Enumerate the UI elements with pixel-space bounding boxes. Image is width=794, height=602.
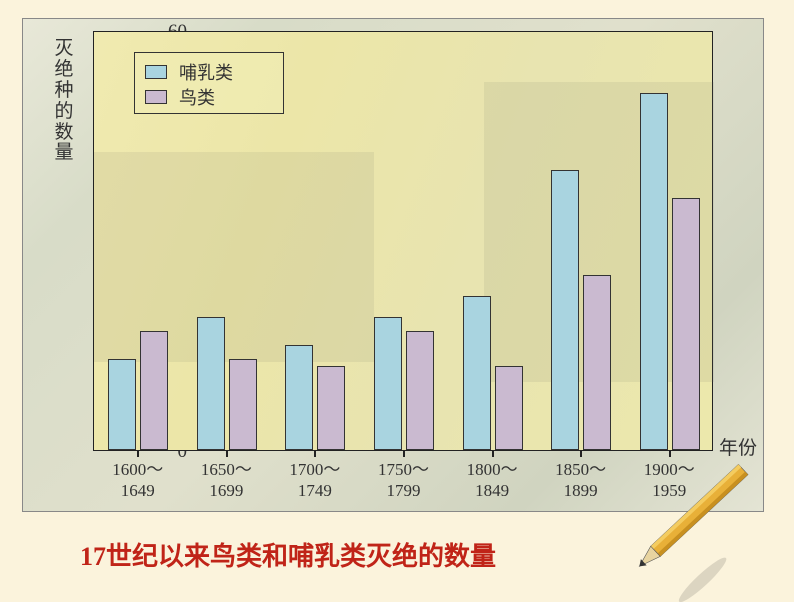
legend-label-mammals: 哺乳类 <box>179 59 233 85</box>
x-tick-label: 1850～1899 <box>538 459 623 502</box>
x-tick-mark <box>403 450 405 457</box>
x-axis-label-text: 年份 <box>719 438 757 459</box>
y-axis-label-text: 灭绝种的数量 <box>54 38 73 163</box>
bar-birds <box>583 275 611 450</box>
bar-birds <box>495 366 523 450</box>
x-tick-label: 1750～1799 <box>361 459 446 502</box>
y-axis-label: 灭绝种的数量 <box>53 39 75 164</box>
x-tick-label: 1600～1649 <box>95 459 180 502</box>
bar-birds <box>140 331 168 450</box>
caption: 17世纪以来鸟类和哺乳类灭绝的数量 <box>80 536 496 573</box>
caption-text: 17世纪以来鸟类和哺乳类灭绝的数量 <box>80 542 496 571</box>
bar-birds <box>406 331 434 450</box>
legend-label-birds: 鸟类 <box>179 84 215 110</box>
bar-mammals <box>551 170 579 450</box>
x-tick-mark <box>580 450 582 457</box>
chart-container: 灭绝种的数量 0102030405060 哺乳类 鸟类 年份 1600～1649… <box>22 18 764 512</box>
bar-birds <box>229 359 257 450</box>
bar-birds <box>317 366 345 450</box>
plot-area: 哺乳类 鸟类 <box>93 31 713 451</box>
x-tick-label: 1800～1849 <box>450 459 535 502</box>
x-tick-mark <box>492 450 494 457</box>
bar-mammals <box>374 317 402 450</box>
bar-mammals <box>285 345 313 450</box>
legend: 哺乳类 鸟类 <box>134 52 284 114</box>
legend-swatch-birds <box>145 90 167 104</box>
bar-mammals <box>463 296 491 450</box>
x-tick-label: 1650～1699 <box>184 459 269 502</box>
bar-mammals <box>108 359 136 450</box>
x-tick-label: 1700～1749 <box>272 459 357 502</box>
x-axis-label: 年份 <box>719 433 757 460</box>
x-tick-mark <box>314 450 316 457</box>
bar-mammals <box>197 317 225 450</box>
x-tick-mark <box>226 450 228 457</box>
x-tick-mark <box>669 450 671 457</box>
x-tick-mark <box>137 450 139 457</box>
bar-mammals <box>640 93 668 450</box>
x-tick-label: 1900～1959 <box>627 459 712 502</box>
legend-item-mammals: 哺乳类 <box>145 59 273 84</box>
legend-item-birds: 鸟类 <box>145 84 273 109</box>
legend-swatch-mammals <box>145 65 167 79</box>
bar-birds <box>672 198 700 450</box>
